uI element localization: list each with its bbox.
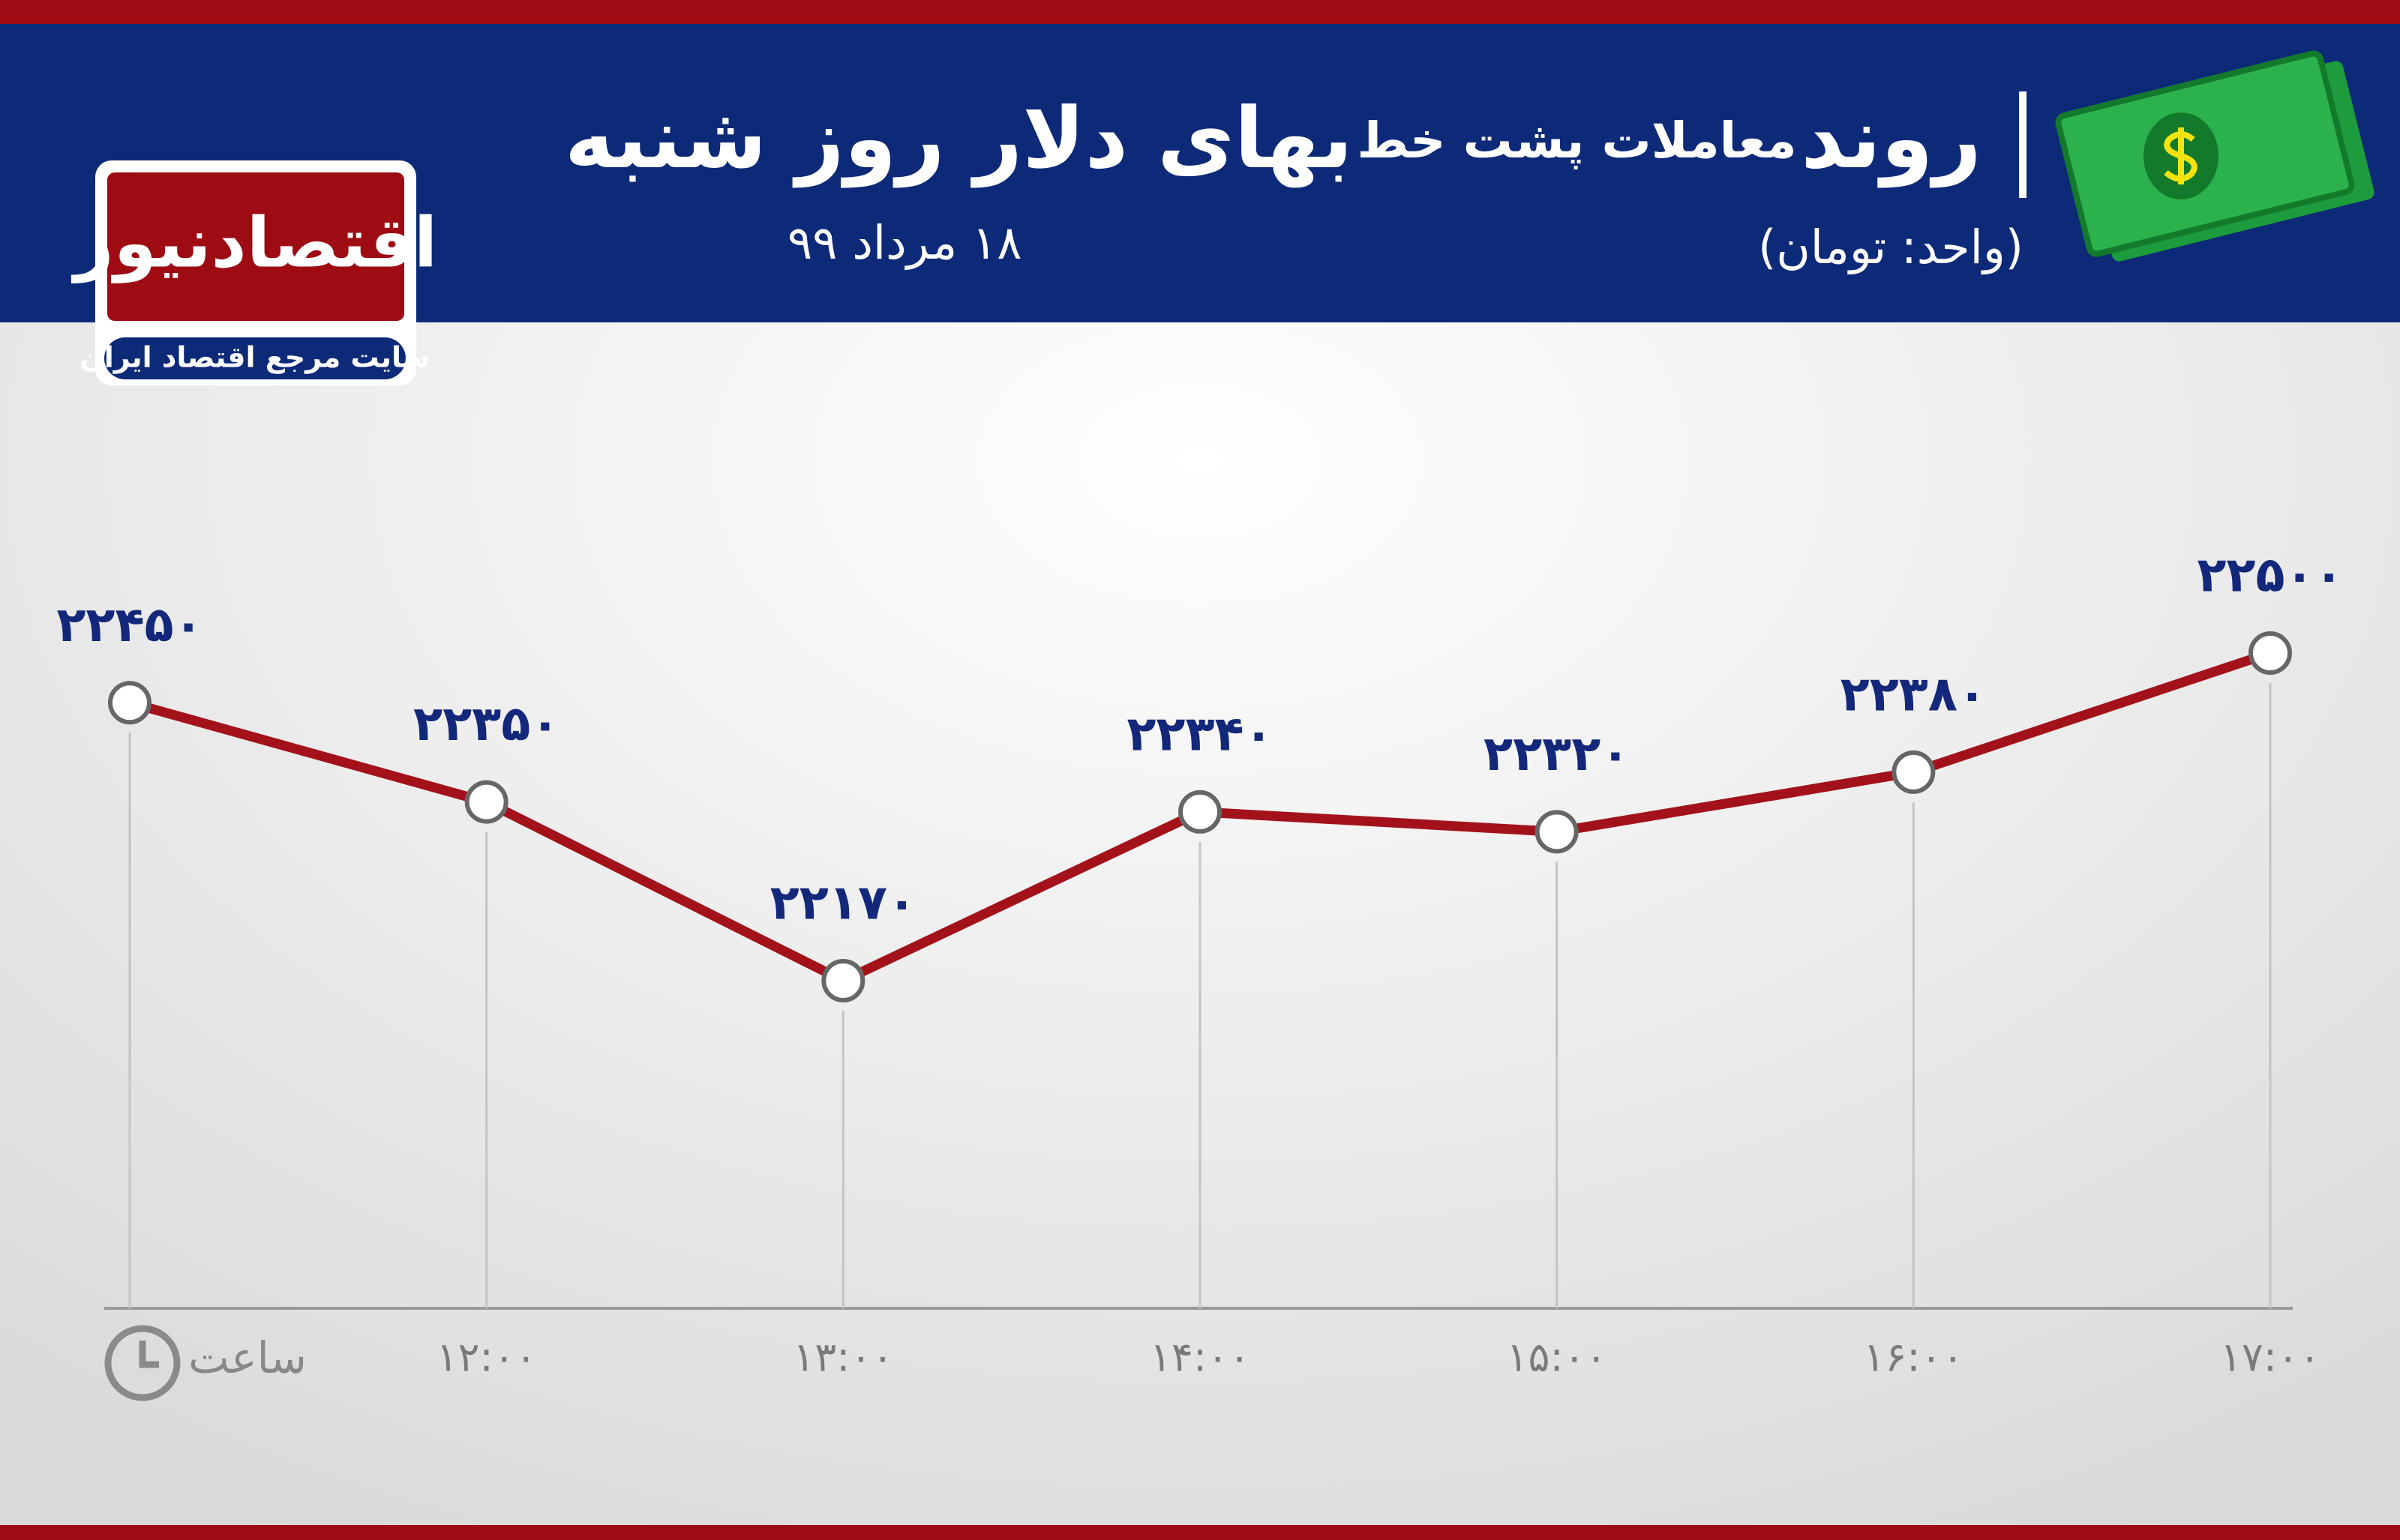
x-axis-label: ساعت bbox=[188, 1332, 307, 1383]
x-tick-label: ۱۶:۰۰ bbox=[1863, 1334, 1964, 1381]
unit: (واحد: تومان) bbox=[1758, 220, 2024, 274]
point bbox=[821, 959, 866, 1002]
title-part: معاملات پشت خط bbox=[1357, 112, 1796, 169]
subtitle: ۱۸ مرداد ۹۹ bbox=[788, 215, 1022, 270]
logo-box bbox=[107, 172, 404, 321]
value-label: ۲۲۳۲۰ bbox=[1484, 727, 1630, 782]
x-tick-label: ۱۳:۰۰ bbox=[793, 1334, 893, 1381]
value-label: ۲۲۱۷۰ bbox=[770, 876, 916, 931]
x-tick-label: ۱۴:۰۰ bbox=[1150, 1334, 1250, 1381]
value-label: ۲۲۵۰۰ bbox=[2197, 548, 2343, 604]
chart-title: روند معاملات پشت خط بهای دلار روز شنبه bbox=[565, 90, 1982, 188]
x-tick-label: ۱۲:۰۰ bbox=[436, 1334, 537, 1381]
value-label: ۲۲۴۵۰ bbox=[56, 598, 202, 653]
value-label: ۲۲۳۵۰ bbox=[413, 697, 560, 752]
point bbox=[1534, 810, 1579, 854]
bottom-bar bbox=[0, 1525, 2400, 1540]
point bbox=[2248, 631, 2292, 675]
x-tick-label: ۱۵:۰۰ bbox=[1507, 1334, 1607, 1381]
money-icon bbox=[2055, 50, 2374, 262]
logo: اقتصادنیوز سایت مرجع اقتصاد ایران bbox=[71, 160, 437, 385]
value-label: ۲۲۳۴۰ bbox=[1126, 706, 1273, 762]
point bbox=[1178, 789, 1222, 834]
plot: ۱۲:۰۰ ۱۳:۰۰ ۱۴:۰۰ ۱۵:۰۰ ۱۶:۰۰ ۱۷:۰۰ ۲۲۴۵۰ ۲۲۳۵۰… bbox=[56, 548, 2343, 1381]
x-tick-label: ۱۷:۰۰ bbox=[2220, 1334, 2320, 1381]
title-part: بهای دلار روز شنبه bbox=[565, 90, 1353, 188]
top-bar bbox=[0, 0, 2400, 24]
title-divider bbox=[2019, 91, 2026, 198]
logo-pill bbox=[104, 337, 406, 379]
clock-icon bbox=[104, 1325, 181, 1401]
point bbox=[108, 681, 152, 725]
point bbox=[464, 780, 508, 824]
logo-name: اقتصادنیوز bbox=[71, 202, 437, 283]
title-part: روند bbox=[1801, 90, 1982, 188]
logo-tagline: سایت مرجع اقتصاد ایران bbox=[80, 341, 430, 374]
point bbox=[1892, 750, 1936, 794]
value-label: ۲۲۳۸۰ bbox=[1840, 667, 1987, 722]
